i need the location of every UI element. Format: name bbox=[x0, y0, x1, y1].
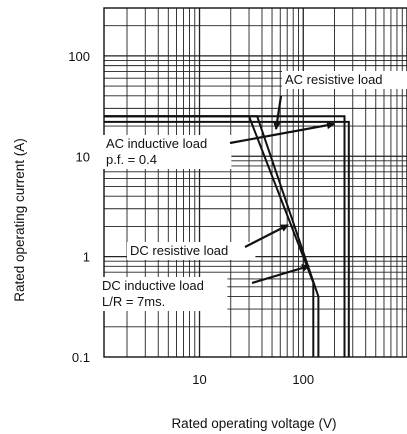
y-tick-label: 0.1 bbox=[72, 350, 90, 365]
annotation-bg bbox=[103, 135, 232, 169]
series-group bbox=[104, 115, 350, 357]
y-tick-label: 100 bbox=[68, 49, 90, 64]
annotation-arrow bbox=[244, 224, 289, 248]
plot-frame bbox=[103, 7, 407, 358]
x-tick-label: 100 bbox=[292, 372, 314, 387]
annotation-bg bbox=[282, 71, 407, 89]
annotation-label: DC resistive load bbox=[130, 243, 228, 258]
annotation-bg bbox=[127, 242, 256, 260]
y-tick-label: 1 bbox=[83, 250, 90, 265]
annotation-label: DC inductive load bbox=[102, 278, 204, 293]
y-tick-label: 10 bbox=[76, 149, 90, 164]
series-line-4 bbox=[104, 115, 320, 357]
annotation-arrow bbox=[229, 121, 335, 145]
annotation-arrow bbox=[251, 264, 310, 285]
annotation-label: AC resistive load bbox=[285, 72, 383, 87]
x-tick-label: 10 bbox=[192, 372, 206, 387]
x-axis-title: Rated operating voltage (V) bbox=[171, 416, 336, 431]
annotation-bg bbox=[99, 277, 228, 311]
tick-labels: 10 100 0.1 1 10 100 bbox=[68, 49, 314, 387]
y-axis-title: Rated operating current (A) bbox=[12, 138, 27, 302]
series-line-2 bbox=[104, 120, 350, 357]
annotation-label: L/R = 7ms. bbox=[102, 294, 165, 309]
annotation-label: p.f. = 0.4 bbox=[106, 152, 157, 167]
annotation-arrow bbox=[273, 95, 283, 130]
annotation-label: AC inductive load bbox=[106, 136, 207, 151]
